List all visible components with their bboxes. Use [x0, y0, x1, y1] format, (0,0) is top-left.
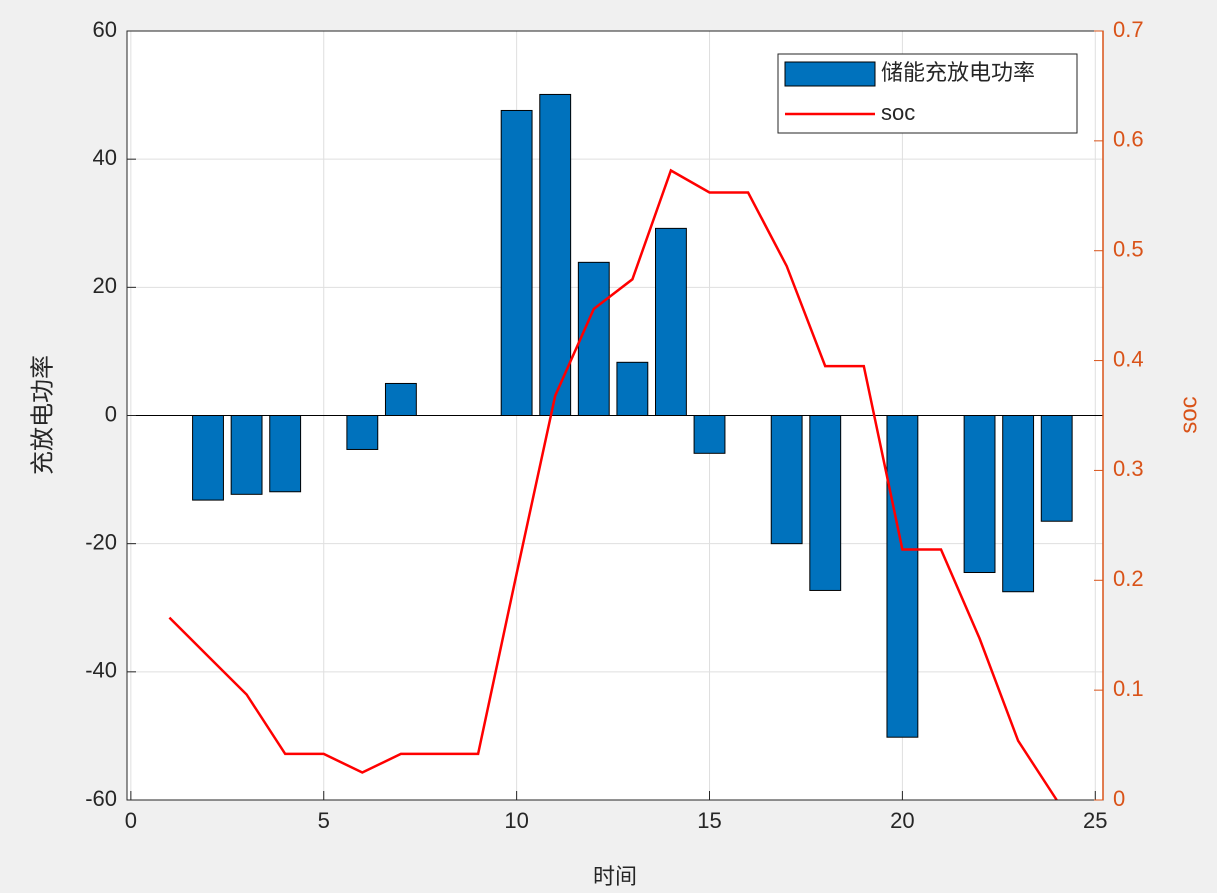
bar: [655, 227, 687, 416]
y2-tick-label: 0.3: [1113, 456, 1144, 481]
y-tick-label: 40: [93, 145, 117, 170]
x-tick-label: 5: [318, 808, 330, 833]
y2-tick-label: 0.7: [1113, 17, 1144, 42]
y2-tick-label: 0.5: [1113, 237, 1144, 262]
bar: [539, 93, 572, 416]
y2-tick-label: 0: [1113, 786, 1125, 811]
legend-label: soc: [881, 100, 915, 125]
x-tick-label: 15: [697, 808, 721, 833]
legend-swatch: [784, 61, 876, 87]
marks: [127, 93, 1103, 801]
y-tick-label: 60: [93, 17, 117, 42]
bar: [1002, 415, 1035, 593]
bar: [693, 415, 726, 454]
bar: [230, 415, 263, 495]
bar: [577, 261, 610, 416]
y-tick-label: -40: [85, 658, 117, 683]
legend-label: 储能充放电功率: [881, 60, 1035, 85]
y-tick-label: 20: [93, 273, 117, 298]
y2-tick-label: 0.1: [1113, 676, 1144, 701]
y-tick-label: -60: [85, 786, 117, 811]
bar: [269, 415, 302, 493]
x-tick-label: 20: [890, 808, 914, 833]
x-tick-label: 0: [125, 808, 137, 833]
y-tick-label: 0: [105, 401, 117, 426]
bar: [809, 415, 842, 591]
bar: [963, 415, 996, 574]
bar: [1040, 415, 1073, 522]
y2-tick-label: 0.2: [1113, 566, 1144, 591]
bar: [500, 109, 533, 416]
bar: [886, 415, 919, 738]
x-tick-label: 25: [1083, 808, 1107, 833]
x-tick-label: 10: [504, 808, 528, 833]
y-tick-label: -20: [85, 529, 117, 554]
y2-axis-label: soc: [1175, 396, 1202, 433]
x-axis-label: 时间: [593, 864, 637, 889]
bar: [192, 415, 224, 501]
bar: [346, 415, 379, 450]
bar: [616, 361, 649, 416]
bar: [384, 382, 417, 417]
y-axis-label: 充放电功率: [29, 355, 56, 475]
y2-tick-label: 0.4: [1113, 346, 1144, 371]
bar: [770, 415, 803, 545]
y2-tick-label: 0.6: [1113, 127, 1144, 152]
line: [168, 168, 1058, 801]
